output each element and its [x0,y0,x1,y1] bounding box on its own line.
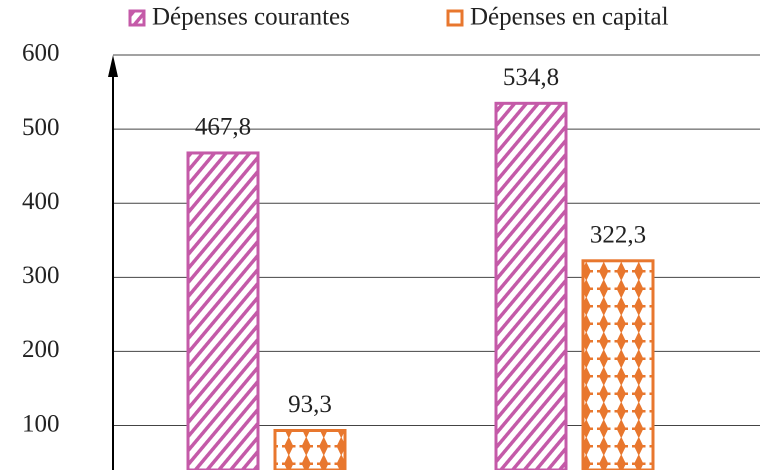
y-tick-label: 600 [22,40,60,67]
y-tick-label: 200 [22,336,60,363]
y-tick-label: 100 [22,410,60,437]
value-label: 93,3 [288,391,332,418]
value-label: 322,3 [590,222,646,249]
y-tick-label: 300 [22,262,60,289]
y-axis-arrow [108,55,118,77]
value-label: 534,8 [503,64,559,91]
y-tick-label: 500 [22,114,60,141]
bar [581,259,655,470]
bar [494,101,568,470]
legend-label: Dépenses en capital [470,4,669,31]
bar [186,151,260,470]
legend-swatch [446,9,464,27]
legend-swatch [128,9,146,27]
y-tick-label: 400 [22,188,60,215]
legend-label: Dépenses courantes [152,4,350,31]
value-label: 467,8 [195,114,251,141]
bar [273,429,347,470]
